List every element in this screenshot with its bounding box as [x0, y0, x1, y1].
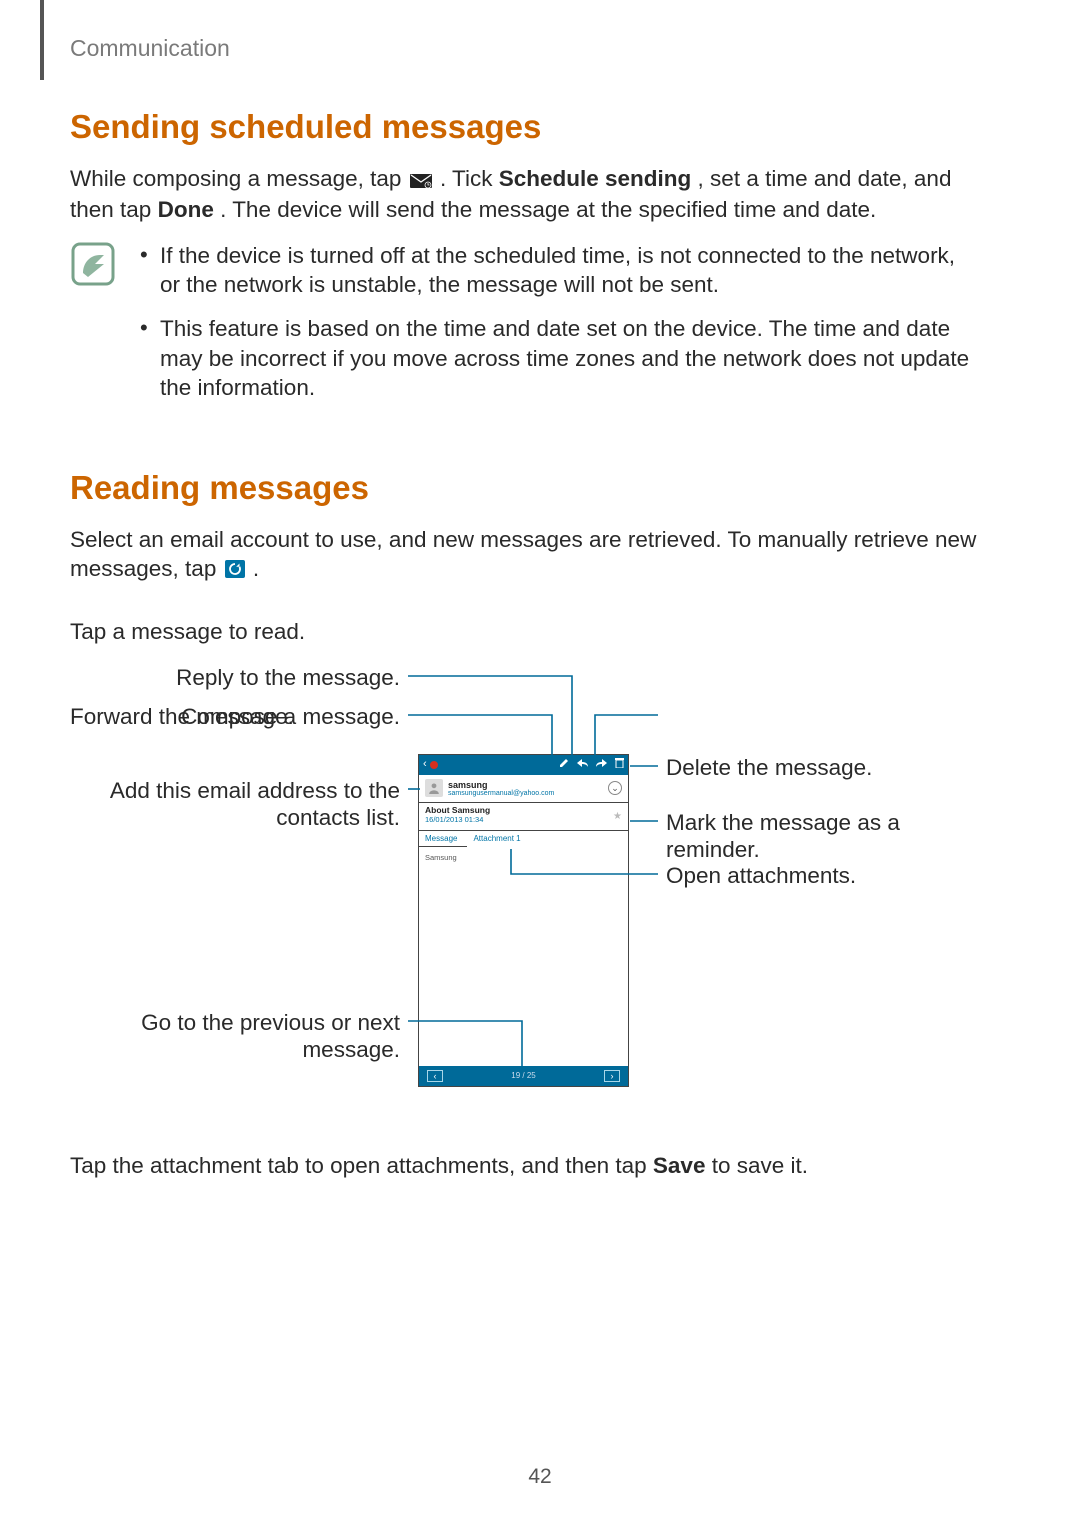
leader-lines: [70, 659, 930, 1119]
header-section-label: Communication: [70, 35, 230, 62]
refresh-icon: [225, 556, 245, 585]
paragraph-scheduled: While composing a message, tap . Tick Sc…: [70, 164, 980, 225]
text-fragment: . The device will send the message at th…: [220, 197, 876, 222]
text-fragment: .: [253, 556, 259, 581]
page-edge-mark: [40, 0, 44, 80]
email-reading-figure: ‹ samsung samsungusermanual@yahoo.com: [70, 659, 930, 1119]
bold-schedule-sending: Schedule sending: [499, 166, 692, 191]
heading-reading-messages: Reading messages: [70, 469, 980, 507]
text-fragment: Tick: [452, 166, 492, 191]
compose-options-icon: [410, 166, 432, 195]
text-fragment: Tap the attachment tab to open attachmen…: [70, 1153, 653, 1178]
note-item-2: This feature is based on the time and da…: [138, 314, 980, 403]
paragraph-reading-1: Select an email account to use, and new …: [70, 525, 980, 586]
bold-save: Save: [653, 1153, 706, 1178]
paragraph-attachment-save: Tap the attachment tab to open attachmen…: [70, 1151, 980, 1180]
text-fragment: While composing a message, tap: [70, 166, 408, 191]
heading-sending-scheduled: Sending scheduled messages: [70, 108, 980, 146]
note-icon: [70, 241, 118, 417]
text-fragment: .: [440, 166, 452, 191]
page-number: 42: [0, 1465, 1080, 1489]
paragraph-reading-2: Tap a message to read.: [70, 617, 980, 646]
bold-done: Done: [158, 197, 214, 222]
text-fragment: Select an email account to use, and new …: [70, 527, 976, 581]
note-item-1: If the device is turned off at the sched…: [138, 241, 980, 300]
text-fragment: to save it.: [712, 1153, 808, 1178]
